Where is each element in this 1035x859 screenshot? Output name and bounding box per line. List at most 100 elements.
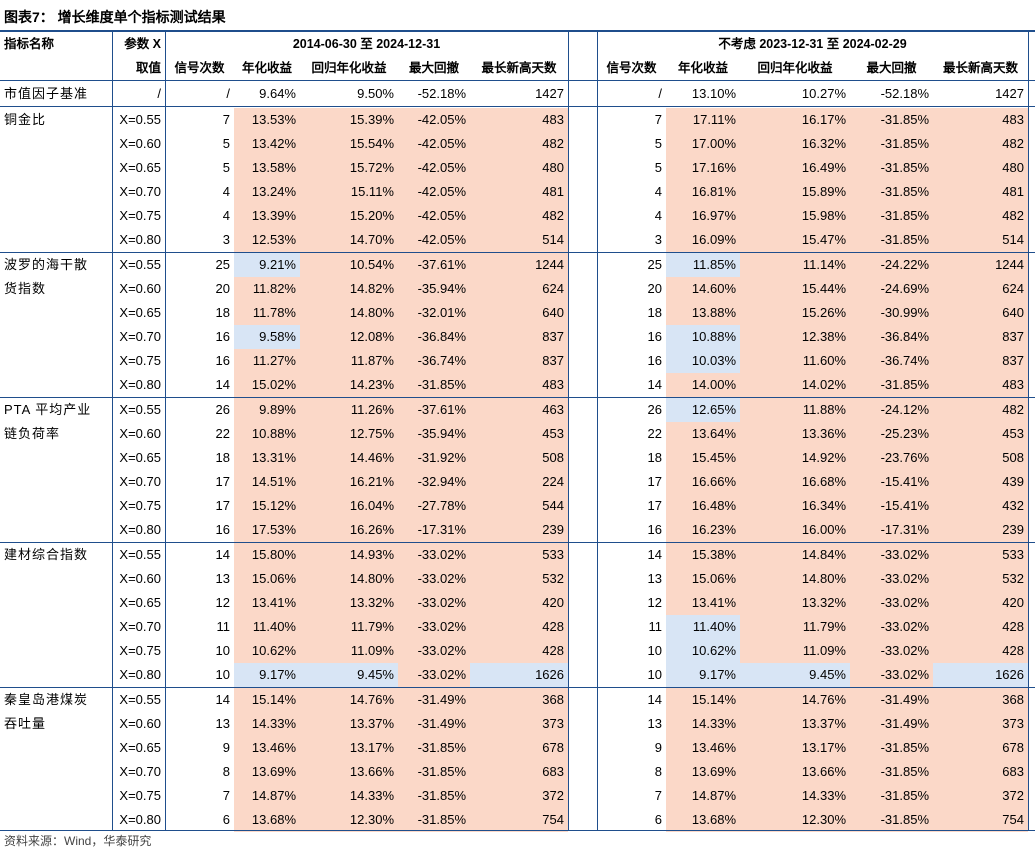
param-value: X=0.60 <box>119 426 161 441</box>
header-sub-p1: 年化收益 <box>241 61 292 75</box>
table-cell-p2: 16.23% <box>691 522 736 537</box>
table-cell-p2: 18 <box>647 450 662 465</box>
table-cell-p1: 13.69% <box>251 764 296 779</box>
table-cell-p1: 508 <box>542 450 564 465</box>
table-cell-p1: 12.30% <box>349 812 394 827</box>
param-value: X=0.80 <box>119 812 161 827</box>
table-cell-p2: 483 <box>1002 112 1024 127</box>
param-value: X=0.65 <box>119 305 161 320</box>
table-cell-p1: -17.31% <box>417 522 466 537</box>
table-cell-p1: 13 <box>215 716 230 731</box>
table-cell-p1: 14.23% <box>349 377 394 392</box>
table-cell-p1: 532 <box>542 571 564 586</box>
table-cell-p1: 15.02% <box>251 377 296 392</box>
param-value: X=0.75 <box>119 643 161 658</box>
table-cell-p2: 480 <box>1002 160 1024 175</box>
param-value: X=0.55 <box>119 547 161 562</box>
table-cell-p1: 463 <box>542 402 564 417</box>
table-cell-p2: 428 <box>1002 619 1024 634</box>
table-cell-p2: -23.76% <box>880 450 929 465</box>
table-cell-p1: 14.93% <box>349 547 394 562</box>
table-cell-p1: 16 <box>215 353 230 368</box>
table-cell-p1: 15.80% <box>251 547 296 562</box>
table-cell-p2: 14.76% <box>801 692 846 707</box>
row-rule <box>0 80 1035 81</box>
header-param-x: 参数 X <box>124 37 161 51</box>
table-cell-p2: 11.40% <box>666 615 740 639</box>
table-cell-p2: 14.33% <box>801 788 846 803</box>
table-cell-p1: 15.14% <box>251 692 296 707</box>
table-cell-p2: 16.48% <box>691 498 736 513</box>
table-cell-p2: 13.36% <box>801 426 846 441</box>
param-value: X=0.75 <box>119 353 161 368</box>
table-cell-p2: 4 <box>654 184 662 199</box>
table-cell-p2: 14.33% <box>691 716 736 731</box>
table-cell-p1: 10.54% <box>349 257 394 272</box>
table-cell-p1: 12.53% <box>251 232 296 247</box>
table-cell-p2: -33.02% <box>880 595 929 610</box>
param-value: X=0.65 <box>119 595 161 610</box>
table-cell-p2: 14 <box>647 547 662 562</box>
group-label: 铜金比 <box>4 112 47 127</box>
table-cell-p2: 10 <box>647 643 662 658</box>
table-cell-p1: 12.75% <box>349 426 394 441</box>
table-cell-p1: 368 <box>542 692 564 707</box>
table-cell-p2: -25.23% <box>880 426 929 441</box>
table-cell-p2: 11.85% <box>666 253 740 277</box>
table-cell-p2: 11.14% <box>802 257 846 272</box>
table-cell-p2: 683 <box>1002 764 1024 779</box>
table-cell-p2: 10.88% <box>666 325 740 349</box>
table-cell-p2: 16 <box>647 522 662 537</box>
table-cell-p2: 14.92% <box>801 450 846 465</box>
table-cell-p1: 514 <box>542 232 564 247</box>
table-cell-p2: -24.22% <box>880 257 929 272</box>
table-cell-p2: -31.85% <box>880 184 929 199</box>
group-label: 秦皇岛港煤炭吞吐量 <box>4 692 89 731</box>
table-cell-p1: -33.02% <box>417 571 466 586</box>
table-cell-p2: -17.31% <box>880 522 929 537</box>
table-cell-p1: -42.05% <box>417 160 466 175</box>
table-cell-p2: -33.02% <box>880 547 929 562</box>
table-cell-p2: -31.85% <box>880 112 929 127</box>
param-value: X=0.60 <box>119 136 161 151</box>
row-rule <box>0 542 1035 543</box>
table-cell-p2: -33.02% <box>880 643 929 658</box>
table-cell-p2: 640 <box>1002 305 1024 320</box>
table-cell-p2: 12.38% <box>801 329 846 344</box>
table-cell-p2: 837 <box>1002 329 1024 344</box>
table-cell-p1: -37.61% <box>417 257 466 272</box>
table-cell-p1: 11.79% <box>350 619 394 634</box>
table-cell-p1: 624 <box>542 281 564 296</box>
table-cell-p2: 368 <box>1002 692 1024 707</box>
baseline-cell-p1: 9.50% <box>357 86 394 101</box>
param-value: X=0.80 <box>119 232 161 247</box>
table-cell-p1: -31.85% <box>417 788 466 803</box>
table-cell-p1: 13.46% <box>251 740 296 755</box>
table-cell-p1: 11.26% <box>350 402 394 417</box>
table-cell-p1: 20 <box>215 281 230 296</box>
table-cell-p2: -15.41% <box>880 498 929 513</box>
table-cell-p1: 754 <box>542 812 564 827</box>
top-rule <box>0 30 1035 32</box>
table-cell-p1: 22 <box>215 426 230 441</box>
row-rule <box>0 687 1035 688</box>
table-cell-p1: 10.62% <box>251 643 296 658</box>
table-cell-p1: -33.02% <box>417 667 466 682</box>
table-cell-p2: 16.09% <box>691 232 736 247</box>
param-value: X=0.60 <box>119 716 161 731</box>
table-cell-p2: 372 <box>1002 788 1024 803</box>
table-title: 图表7： 增长维度单个指标测试结果 <box>4 9 226 25</box>
table-cell-p2: 482 <box>1002 136 1024 151</box>
table-cell-p1: 11 <box>216 619 231 634</box>
table-cell-p1: 15.11% <box>350 184 394 199</box>
table-cell-p1: 16 <box>215 329 230 344</box>
table-cell-p2: 15.47% <box>801 232 846 247</box>
table-cell-p2: 22 <box>647 426 662 441</box>
baseline-cell-p2: 1427 <box>995 86 1024 101</box>
table-cell-p2: 17 <box>647 498 662 513</box>
table-cell-p2: 11 <box>648 619 663 634</box>
bottom-rule <box>0 830 1035 831</box>
table-cell-p1: -42.05% <box>417 112 466 127</box>
table-cell-p1: -31.49% <box>417 716 466 731</box>
table-cell-p1: -32.01% <box>417 305 466 320</box>
